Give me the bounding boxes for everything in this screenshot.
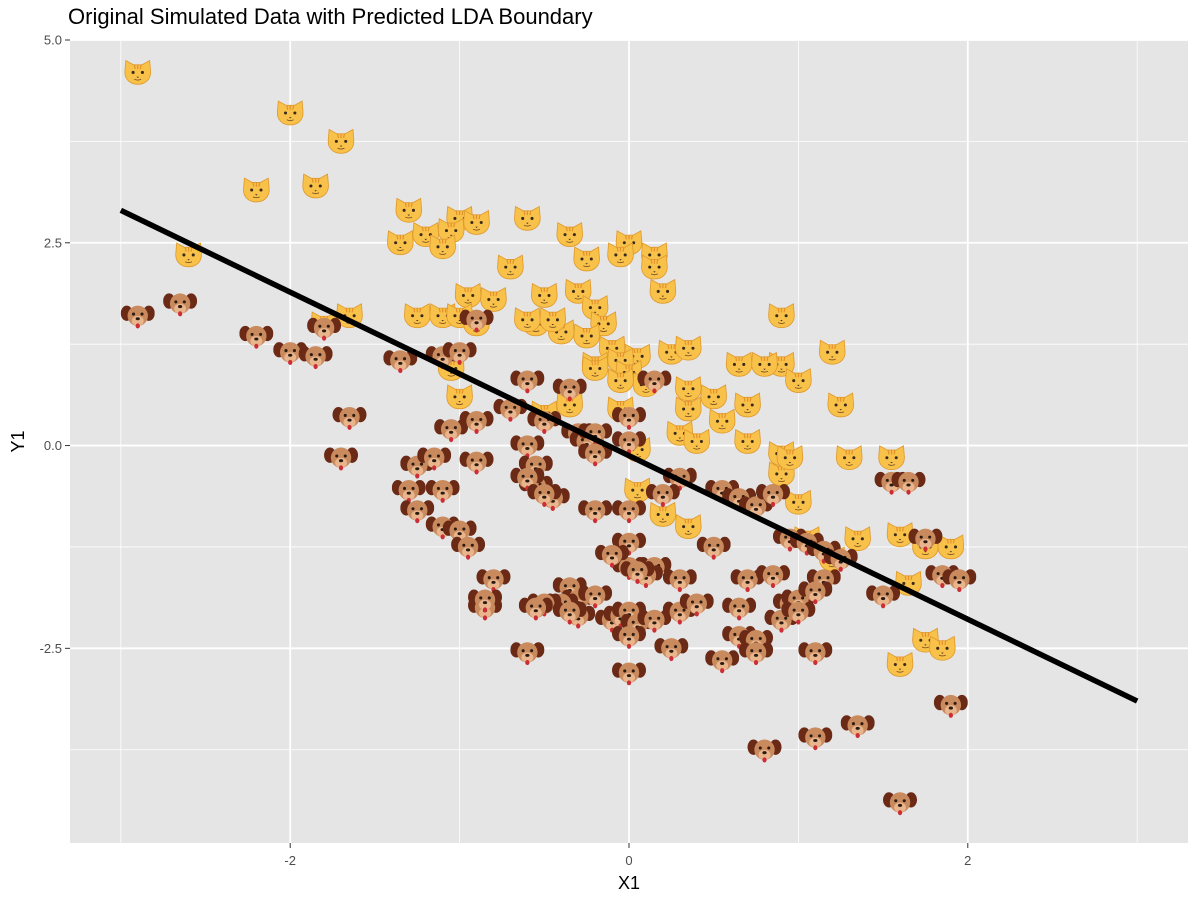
x-tick-label: -2	[284, 853, 296, 868]
y-tick-label: 5.0	[44, 33, 62, 48]
x-tick-label: 2	[964, 853, 971, 868]
y-tick-label: -2.5	[40, 641, 62, 656]
y-tick-label: 0.0	[44, 438, 62, 453]
x-tick-label: 0	[625, 853, 632, 868]
grid-lines	[70, 39, 1188, 843]
lda-boundary-line	[119, 207, 1139, 704]
y-tick-label: 2.5	[44, 235, 62, 250]
axes: -2 0 2 5.0 2.5 0.0 -2.5 X1 Y1	[8, 33, 971, 894]
x-axis-title: X1	[618, 873, 640, 893]
y-axis-title: Y1	[8, 430, 28, 452]
chart-title: Original Simulated Data with Predicted L…	[68, 4, 593, 29]
boundary-layer	[119, 207, 1139, 704]
